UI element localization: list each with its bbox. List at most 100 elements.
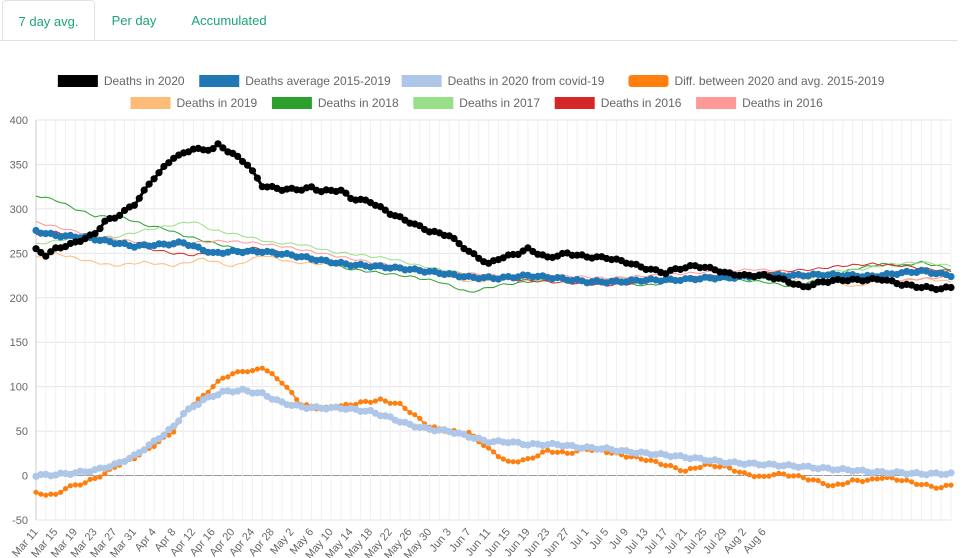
- legend-swatch[interactable]: [130, 97, 171, 109]
- data-point: [455, 240, 463, 248]
- data-point: [933, 485, 939, 491]
- data-point: [520, 457, 526, 463]
- data-point: [712, 463, 718, 470]
- data-point: [825, 483, 831, 489]
- data-point: [604, 449, 610, 456]
- series-deaths-in-2020-from-covid-19: [32, 385, 955, 480]
- y-tick-label: 250: [10, 248, 28, 260]
- legend-label[interactable]: Deaths average 2015-2019: [245, 74, 391, 88]
- data-point: [195, 396, 201, 402]
- data-point: [377, 396, 383, 402]
- data-point: [627, 276, 635, 284]
- legend-label[interactable]: Diff. between 2020 and avg. 2015-2019: [674, 74, 884, 88]
- tab-per-day[interactable]: Per day: [111, 13, 157, 28]
- data-point: [62, 486, 69, 492]
- data-point: [727, 465, 733, 471]
- data-point: [648, 457, 654, 463]
- data-point: [258, 389, 266, 397]
- data-point: [363, 398, 369, 404]
- data-point: [151, 443, 157, 449]
- data-point: [835, 481, 841, 487]
- data-point: [47, 248, 55, 256]
- data-point: [214, 140, 222, 148]
- data-point: [392, 400, 398, 406]
- y-axis: -50 0 50 100 150 200 250 300 350 400: [10, 115, 28, 527]
- data-point: [416, 222, 424, 230]
- data-point: [289, 389, 295, 396]
- data-point: [425, 267, 434, 275]
- data-point: [943, 482, 949, 488]
- legend-swatch[interactable]: [696, 97, 737, 109]
- data-point: [481, 442, 487, 449]
- data-point: [91, 230, 99, 238]
- tab-7-day-avg[interactable]: 7 day avg.: [2, 0, 95, 40]
- legend-swatch[interactable]: [199, 75, 240, 87]
- legend-swatch[interactable]: [413, 97, 454, 109]
- data-point: [908, 268, 916, 277]
- data-point: [658, 461, 664, 467]
- data-point: [102, 470, 108, 476]
- legend-swatch[interactable]: [401, 75, 442, 87]
- data-point: [72, 482, 78, 488]
- data-point: [850, 477, 856, 483]
- data-point: [741, 470, 748, 476]
- legend-swatch[interactable]: [271, 97, 312, 109]
- data-point: [298, 253, 306, 261]
- data-point: [904, 477, 910, 483]
- data-point: [358, 399, 364, 405]
- legend-label[interactable]: Deaths in 2016: [601, 96, 682, 110]
- data-point: [96, 225, 104, 233]
- data-point: [43, 492, 49, 498]
- data-point: [225, 374, 231, 380]
- legend-label[interactable]: Deaths in 2019: [177, 96, 258, 110]
- data-point: [402, 405, 408, 411]
- data-point: [372, 398, 378, 404]
- data-point: [397, 400, 403, 406]
- data-point: [776, 470, 782, 476]
- data-point: [805, 477, 811, 483]
- y-tick-label: 0: [22, 471, 28, 483]
- chart-legend: Deaths in 2020 Deaths average 2015-2019 De…: [57, 74, 885, 110]
- series-deaths-average-2015-2019: [32, 226, 955, 287]
- data-point: [145, 441, 153, 449]
- data-point: [243, 161, 252, 169]
- legend-label[interactable]: Deaths in 2020: [104, 74, 185, 88]
- data-point: [756, 473, 762, 479]
- y-tick-label: 350: [10, 159, 28, 171]
- data-point: [396, 213, 404, 221]
- data-point: [210, 384, 216, 390]
- data-point: [253, 174, 261, 182]
- data-point: [175, 417, 183, 425]
- data-point: [450, 234, 458, 243]
- data-point: [569, 450, 575, 456]
- legend-label[interactable]: Deaths in 2016: [742, 96, 823, 110]
- data-point: [37, 248, 45, 257]
- legend-label[interactable]: Deaths in 2018: [318, 96, 399, 110]
- y-tick-label: 200: [10, 293, 28, 305]
- data-point: [864, 477, 871, 483]
- data-point: [791, 473, 797, 479]
- data-point: [180, 410, 188, 418]
- data-point: [869, 476, 875, 482]
- legend-swatch[interactable]: [554, 97, 595, 109]
- data-point: [672, 465, 679, 471]
- data-point: [771, 472, 777, 478]
- data-point: [239, 157, 247, 166]
- legend-swatch[interactable]: [57, 75, 98, 87]
- legend-swatch[interactable]: [628, 75, 669, 87]
- series-deaths-in-2020: [32, 140, 955, 294]
- data-point: [130, 201, 138, 209]
- data-point: [160, 162, 168, 171]
- data-point: [795, 473, 802, 479]
- data-point: [736, 469, 743, 475]
- data-point: [220, 375, 226, 381]
- y-tick-label: 400: [10, 115, 28, 127]
- data-point: [731, 468, 738, 474]
- data-point: [564, 450, 570, 456]
- data-point: [470, 250, 478, 258]
- data-point: [653, 458, 659, 464]
- tab-accumulated[interactable]: Accumulated: [191, 13, 267, 28]
- legend-label[interactable]: Deaths in 2020 from covid-19: [448, 74, 605, 88]
- legend-label[interactable]: Deaths in 2017: [459, 96, 540, 110]
